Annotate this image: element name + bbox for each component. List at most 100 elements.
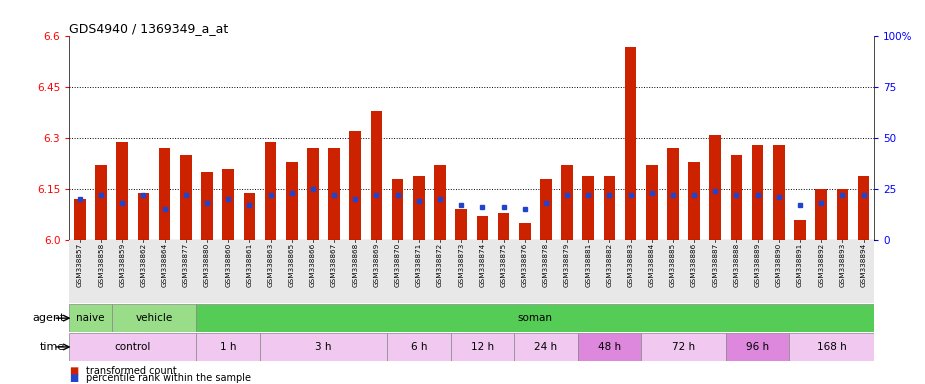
Text: GSM338880: GSM338880: [204, 243, 210, 287]
FancyBboxPatch shape: [789, 333, 874, 361]
Bar: [857, 175, 869, 240]
Bar: [95, 166, 107, 240]
FancyBboxPatch shape: [69, 333, 196, 361]
Text: control: control: [115, 342, 151, 352]
Text: GSM338876: GSM338876: [522, 243, 527, 287]
Bar: [74, 199, 86, 240]
Text: agent: agent: [32, 313, 65, 323]
Bar: [519, 223, 531, 240]
Bar: [243, 192, 255, 240]
Bar: [583, 175, 594, 240]
Text: GSM338862: GSM338862: [141, 243, 146, 287]
Bar: [328, 149, 339, 240]
Text: GSM338866: GSM338866: [310, 243, 316, 287]
Text: 12 h: 12 h: [471, 342, 494, 352]
Text: GSM338863: GSM338863: [267, 243, 274, 287]
Text: GSM338890: GSM338890: [776, 243, 782, 287]
FancyBboxPatch shape: [387, 333, 450, 361]
Bar: [688, 162, 700, 240]
Text: 72 h: 72 h: [672, 342, 695, 352]
Text: GSM338857: GSM338857: [77, 243, 83, 287]
Bar: [138, 192, 149, 240]
Bar: [604, 175, 615, 240]
Text: GSM338877: GSM338877: [183, 243, 189, 287]
Text: 48 h: 48 h: [598, 342, 621, 352]
Text: GSM338870: GSM338870: [395, 243, 401, 287]
Text: vehicle: vehicle: [135, 313, 173, 323]
Text: time: time: [40, 342, 65, 352]
Bar: [836, 189, 848, 240]
Text: GSM338887: GSM338887: [712, 243, 719, 287]
Text: 96 h: 96 h: [746, 342, 770, 352]
Text: GSM338886: GSM338886: [691, 243, 697, 287]
Text: GSM338893: GSM338893: [839, 243, 845, 287]
Bar: [815, 189, 827, 240]
FancyBboxPatch shape: [196, 304, 874, 332]
Text: GSM338865: GSM338865: [289, 243, 295, 287]
FancyBboxPatch shape: [514, 333, 577, 361]
Text: GSM338885: GSM338885: [670, 243, 676, 287]
Bar: [773, 145, 784, 240]
Text: GSM338864: GSM338864: [162, 243, 167, 287]
Text: 168 h: 168 h: [817, 342, 846, 352]
Bar: [392, 179, 403, 240]
Text: GSM338883: GSM338883: [627, 243, 634, 287]
FancyBboxPatch shape: [641, 333, 726, 361]
Text: 3 h: 3 h: [315, 342, 332, 352]
Bar: [540, 179, 551, 240]
Text: GDS4940 / 1369349_a_at: GDS4940 / 1369349_a_at: [69, 22, 228, 35]
Text: GSM338872: GSM338872: [437, 243, 443, 287]
Text: GSM338888: GSM338888: [734, 243, 739, 287]
Bar: [455, 210, 467, 240]
Text: transformed count: transformed count: [86, 366, 177, 376]
FancyBboxPatch shape: [112, 304, 196, 332]
Bar: [350, 131, 361, 240]
Text: GSM338882: GSM338882: [607, 243, 612, 287]
Bar: [476, 216, 488, 240]
Text: percentile rank within the sample: percentile rank within the sample: [86, 373, 251, 383]
Text: GSM338869: GSM338869: [374, 243, 379, 287]
FancyBboxPatch shape: [69, 240, 874, 303]
Text: GSM338881: GSM338881: [586, 243, 591, 287]
Text: 24 h: 24 h: [535, 342, 558, 352]
Text: GSM338875: GSM338875: [500, 243, 507, 287]
Text: ■: ■: [69, 373, 79, 383]
FancyBboxPatch shape: [69, 304, 112, 332]
FancyBboxPatch shape: [726, 333, 789, 361]
Text: GSM338884: GSM338884: [648, 243, 655, 287]
Text: GSM338874: GSM338874: [479, 243, 486, 287]
Bar: [646, 166, 658, 240]
Text: 6 h: 6 h: [411, 342, 427, 352]
Bar: [159, 149, 170, 240]
Text: GSM338894: GSM338894: [860, 243, 867, 287]
Bar: [624, 46, 636, 240]
Text: GSM338889: GSM338889: [755, 243, 760, 287]
Bar: [667, 149, 679, 240]
Bar: [413, 175, 425, 240]
Bar: [709, 135, 722, 240]
Text: GSM338871: GSM338871: [416, 243, 422, 287]
Bar: [202, 172, 213, 240]
Text: soman: soman: [518, 313, 553, 323]
Text: GSM338892: GSM338892: [819, 243, 824, 287]
Text: GSM338879: GSM338879: [564, 243, 570, 287]
FancyBboxPatch shape: [577, 333, 641, 361]
Text: GSM338858: GSM338858: [98, 243, 105, 287]
Bar: [434, 166, 446, 240]
FancyBboxPatch shape: [196, 333, 260, 361]
Bar: [117, 142, 129, 240]
Text: GSM338859: GSM338859: [119, 243, 125, 287]
Bar: [307, 149, 319, 240]
FancyBboxPatch shape: [450, 333, 514, 361]
Text: GSM338860: GSM338860: [225, 243, 231, 287]
Bar: [371, 111, 382, 240]
Text: GSM338878: GSM338878: [543, 243, 549, 287]
Bar: [498, 213, 510, 240]
Text: 1 h: 1 h: [220, 342, 237, 352]
Bar: [265, 142, 277, 240]
Text: naive: naive: [76, 313, 105, 323]
Bar: [561, 166, 573, 240]
Bar: [795, 220, 806, 240]
Text: GSM338868: GSM338868: [352, 243, 358, 287]
Text: GSM338861: GSM338861: [246, 243, 253, 287]
